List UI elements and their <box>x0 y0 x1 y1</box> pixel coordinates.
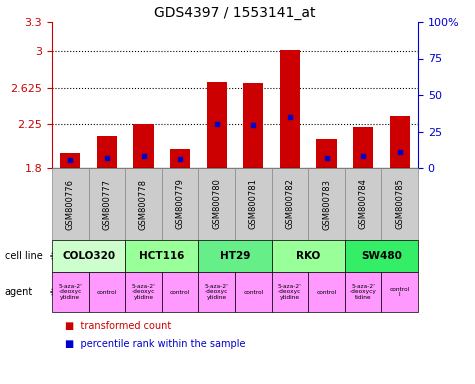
Text: control: control <box>170 290 190 295</box>
Text: 5-aza-2'
-deoxyc
ytidine: 5-aza-2' -deoxyc ytidine <box>278 284 302 300</box>
Bar <box>133 124 153 168</box>
Text: GSM800780: GSM800780 <box>212 179 221 229</box>
Text: RKO: RKO <box>296 251 320 261</box>
Text: GSM800781: GSM800781 <box>249 179 258 229</box>
Text: COLO320: COLO320 <box>62 251 115 261</box>
Bar <box>207 82 227 168</box>
Text: ■  transformed count: ■ transformed count <box>65 321 171 331</box>
Text: 5-aza-2'
-deoxyc
ytidine: 5-aza-2' -deoxyc ytidine <box>58 284 82 300</box>
Title: GDS4397 / 1553141_at: GDS4397 / 1553141_at <box>154 6 316 20</box>
Text: 5-aza-2'
-deoxycy
tidine: 5-aza-2' -deoxycy tidine <box>350 284 377 300</box>
Text: agent: agent <box>5 287 33 297</box>
Text: GSM800782: GSM800782 <box>285 179 294 229</box>
Bar <box>170 149 190 168</box>
Text: GSM800777: GSM800777 <box>103 179 112 230</box>
Text: control
l: control l <box>390 286 410 297</box>
Bar <box>353 127 373 168</box>
Text: GSM800784: GSM800784 <box>359 179 368 229</box>
Bar <box>280 50 300 168</box>
Text: HCT116: HCT116 <box>139 251 184 261</box>
Text: control: control <box>243 290 264 295</box>
Text: SW480: SW480 <box>361 251 402 261</box>
Text: GSM800785: GSM800785 <box>395 179 404 229</box>
Text: cell line: cell line <box>5 251 42 261</box>
Text: 5-aza-2'
-deoxyc
ytidine: 5-aza-2' -deoxyc ytidine <box>205 284 228 300</box>
Text: 5-aza-2'
-deoxyc
ytidine: 5-aza-2' -deoxyc ytidine <box>132 284 155 300</box>
Bar <box>243 83 263 168</box>
Text: HT29: HT29 <box>220 251 250 261</box>
Text: control: control <box>316 290 337 295</box>
Bar <box>60 153 80 168</box>
Bar <box>390 116 410 168</box>
Bar <box>316 139 337 168</box>
Bar <box>97 136 117 168</box>
Text: GSM800783: GSM800783 <box>322 179 331 230</box>
Text: GSM800779: GSM800779 <box>176 179 185 229</box>
Text: control: control <box>97 290 117 295</box>
Text: ■  percentile rank within the sample: ■ percentile rank within the sample <box>65 339 246 349</box>
Text: GSM800776: GSM800776 <box>66 179 75 230</box>
Text: GSM800778: GSM800778 <box>139 179 148 230</box>
